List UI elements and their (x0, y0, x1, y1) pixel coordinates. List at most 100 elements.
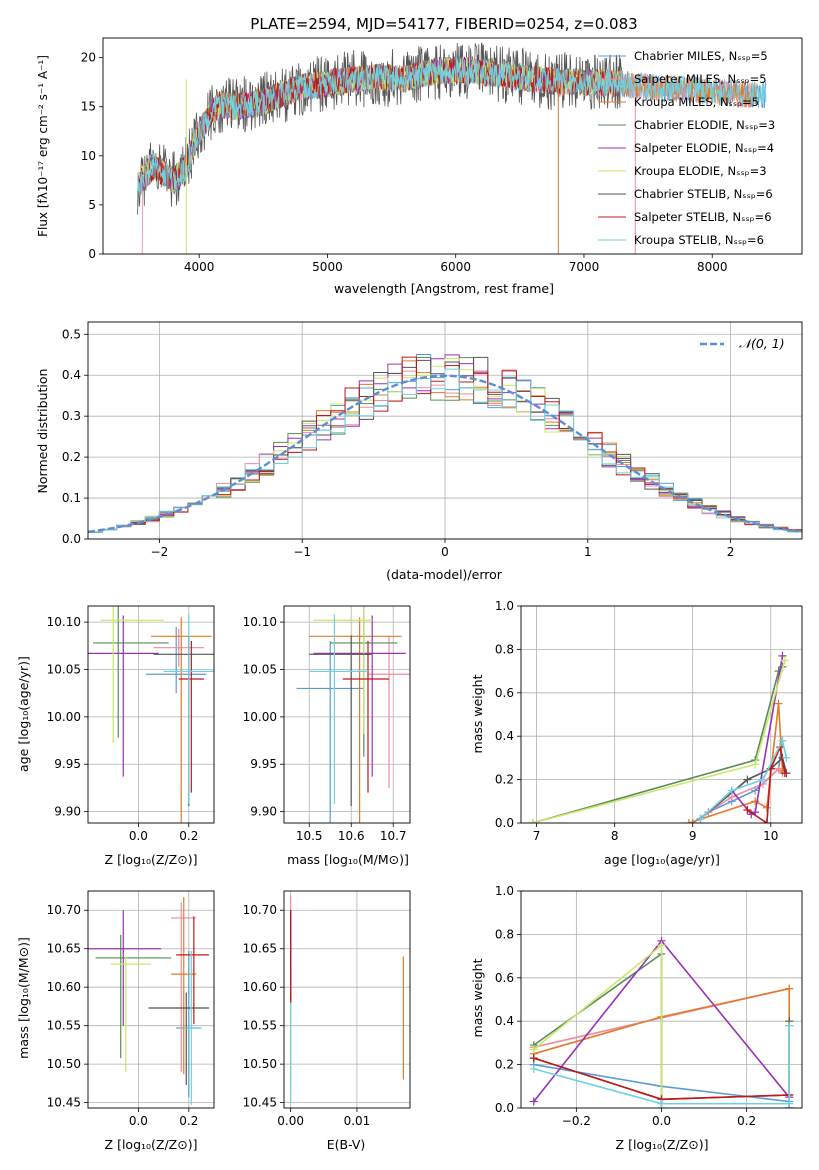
legend-label: Kroupa STELIB, Nₛₛₚ=6 (634, 233, 764, 247)
axes-frame (283, 890, 411, 1109)
mass-weight-marker (684, 819, 693, 823)
mass-weight-line (533, 952, 663, 1108)
y-tick-label: 0.6 (495, 686, 514, 700)
x-tick-label: 0.01 (344, 1114, 371, 1128)
x-tick-label: 8000 (697, 260, 728, 274)
y-tick-label: 20 (81, 51, 96, 65)
legend-label: Salpeter ELODIE, Nₛₛₚ=4 (634, 141, 774, 155)
y-tick-label: 10.05 (47, 662, 81, 676)
plot-area (137, 42, 767, 254)
mass-weight-marker (688, 819, 697, 823)
legend-label: Kroupa ELODIE, Nₛₛₚ=3 (634, 164, 767, 178)
mass-weight-marker (529, 1097, 538, 1106)
mass-z-xlabel: Z [log₁₀(Z/Z⊙)] (105, 1137, 198, 1152)
y-tick-label: 0.6 (495, 971, 514, 985)
legend-label: Chabrier MILES, Nₛₛₚ=5 (634, 49, 768, 63)
y-tick-label: 10.65 (243, 942, 277, 956)
plot-area (88, 897, 209, 1105)
y-tick-label: 0.0 (495, 816, 514, 830)
x-tick-label: 0.2 (179, 829, 198, 843)
mass-weight-line (533, 1025, 790, 1105)
x-tick-label: 9 (689, 829, 697, 843)
x-tick-label: 10.5 (296, 829, 323, 843)
x-tick-label: 5000 (312, 260, 343, 274)
y-tick-label: 9.90 (54, 805, 81, 819)
spectrum-line (137, 56, 767, 200)
y-tick-label: 0.8 (495, 642, 514, 656)
plot-area (528, 651, 791, 823)
histogram-steps (88, 368, 802, 533)
age-z-panel: 0.0 0.2 9.90 9.95 10.00 10.05 10.10 (47, 605, 215, 843)
mass-weight-age-xlabel: age [log₁₀(age/yr)] (604, 852, 720, 867)
y-tick-label: 0.0 (62, 532, 81, 546)
x-tick-label: 7 (533, 829, 541, 843)
mass-weight-marker (774, 699, 783, 708)
x-tick-label: 0.0 (129, 1114, 148, 1128)
mass-weight-marker (657, 1099, 666, 1108)
x-tick-label: 0.0 (652, 1114, 671, 1128)
y-tick-label: 0.2 (62, 450, 81, 464)
histogram-panel: −2 −1 0 1 2 0.0 0.1 0.2 0.3 0.4 0.5 𝒩(0, 1) (62, 321, 803, 559)
mass-ebv-panel: 0.00 0.01 10.45 10.50 10.55 10.60 10.65 10.70 (243, 890, 411, 1128)
y-tick-label: 1.0 (495, 599, 514, 613)
y-tick-label: 10.55 (243, 1019, 277, 1033)
mass-weight-age-ylabel: mass weight (470, 674, 485, 753)
y-tick-label: 10.55 (47, 1019, 81, 1033)
y-tick-label: 10.50 (243, 1057, 277, 1071)
y-tick-label: 0.1 (62, 491, 81, 505)
legend-label: Salpeter MILES, Nₛₛₚ=5 (634, 72, 767, 86)
y-tick-label: 0.4 (495, 1014, 514, 1028)
x-tick-label: 1 (584, 545, 592, 559)
mass-weight-line (532, 666, 784, 823)
mass-weight-marker (762, 819, 771, 823)
y-tick-label: 9.95 (250, 757, 277, 771)
plot-area (529, 936, 794, 1108)
mass-weight-marker (785, 984, 794, 993)
mass-weight-marker (743, 775, 752, 784)
mass-weight-marker (780, 656, 789, 665)
normal-curve (88, 374, 802, 533)
y-tick-label: 5 (88, 198, 96, 212)
y-tick-label: 0.4 (495, 729, 514, 743)
y-tick-label: 0.2 (495, 773, 514, 787)
mass-weight-marker (528, 819, 537, 823)
y-tick-label: 10.10 (47, 615, 81, 629)
y-tick-label: 10.10 (243, 615, 277, 629)
y-tick-label: 10.65 (47, 942, 81, 956)
x-tick-label: 8 (611, 829, 619, 843)
x-tick-label: −2 (151, 545, 169, 559)
y-tick-label: 10 (81, 149, 96, 163)
y-tick-label: 0 (88, 247, 96, 261)
spectrum-xlabel: wavelength [Angstrom, rest frame] (334, 281, 554, 296)
axes-frame (87, 890, 215, 1109)
mass-weight-marker (762, 803, 771, 812)
x-tick-label: 6000 (440, 260, 471, 274)
mass-weight-marker (785, 1099, 794, 1108)
legend-label: Kroupa MILES, Nₛₛₚ=5 (634, 95, 759, 109)
mass-weight-z-xlabel: Z [log₁₀(Z/Z⊙)] (616, 1137, 709, 1152)
mass-z-ylabel: mass [log₁₀(M/M⊙)] (16, 937, 31, 1059)
plot-area (290, 894, 404, 1103)
y-tick-label: 10.70 (243, 903, 277, 917)
legend-label: Chabrier STELIB, Nₛₛₚ=6 (634, 187, 773, 201)
x-tick-label: 10.6 (338, 829, 365, 843)
mass-weight-marker (529, 1064, 538, 1073)
age-z-xlabel: Z [log₁₀(Z/Z⊙)] (105, 852, 198, 867)
plot-area (88, 354, 802, 533)
axes-frame (102, 37, 803, 255)
histogram-ylabel: Normed distribution (35, 369, 50, 494)
y-tick-label: 9.95 (54, 757, 81, 771)
legend-label: Chabrier ELODIE, Nₛₛₚ=3 (634, 118, 775, 132)
spectrum-panel: 4000 5000 6000 7000 8000 0 5 10 15 20 Chabrier MIL… (81, 37, 803, 274)
figure-title: PLATE=2594, MJD=54177, FIBERID=0254, z=0… (250, 15, 637, 33)
x-tick-label: −0.2 (562, 1114, 591, 1128)
age-mass-panel: 10.5 10.6 10.7 9.90 9.95 10.00 10.05 10.10 (243, 605, 411, 843)
mass-weight-marker (696, 814, 705, 823)
histogram-xlabel: (data-model)/error (386, 567, 503, 582)
x-tick-label: 0.0 (129, 829, 148, 843)
y-tick-label: 0.4 (62, 368, 81, 382)
y-tick-label: 0.8 (495, 927, 514, 941)
mass-weight-marker (758, 775, 767, 784)
y-tick-label: 0.5 (62, 327, 81, 341)
